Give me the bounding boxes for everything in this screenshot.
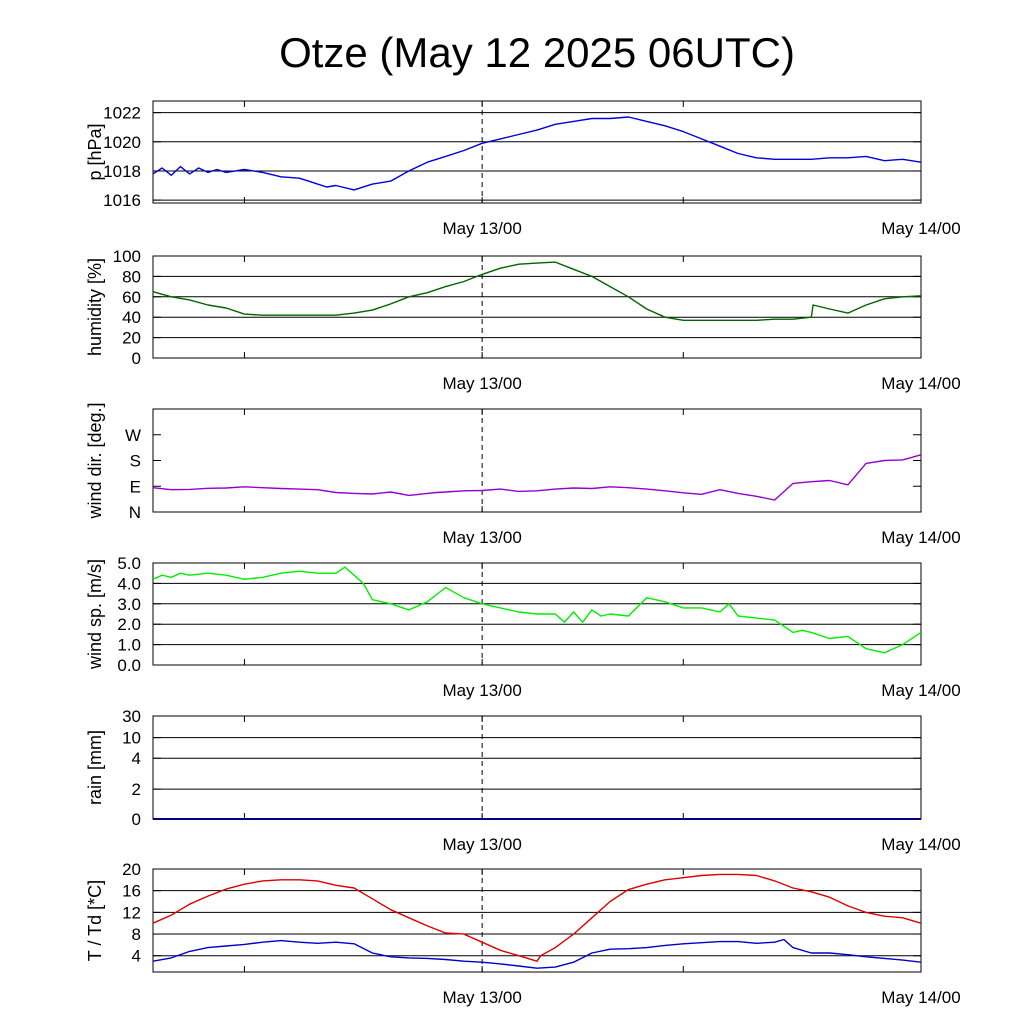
- panel-pressure: 1016 1018 1020 1022 May 13/00 May 14/00 p [hPa…: [85, 100, 961, 238]
- x-tick-label: May 13/00: [442, 835, 521, 854]
- x-tick-label: May 13/00: [442, 219, 521, 238]
- x-tick-label: May 14/00: [881, 681, 960, 700]
- series-line-t: [152, 873, 922, 962]
- y-tick-label: 40: [122, 308, 141, 327]
- y-tick-label: 100: [113, 247, 141, 266]
- series-line: [152, 566, 922, 654]
- y-tick-label: 30: [122, 707, 141, 726]
- y-tick-label: 1020: [103, 133, 141, 152]
- plot-frame: [152, 255, 922, 359]
- x-tick-label: May 13/00: [442, 528, 521, 547]
- y-tick-label: 0: [132, 349, 141, 368]
- y-tick-label: 12: [122, 903, 141, 922]
- y-tick-label: W: [125, 426, 141, 445]
- y-tick-label: 4: [132, 947, 141, 966]
- plot-frame: [152, 715, 922, 820]
- x-tick-label: May 13/00: [442, 374, 521, 393]
- y-tick-label: 0.0: [117, 656, 141, 675]
- y-tick-label: 2.0: [117, 615, 141, 634]
- x-tick-label: May 13/00: [442, 681, 521, 700]
- y-axis-label: rain [mm]: [85, 730, 105, 805]
- y-tick-label: 20: [122, 329, 141, 348]
- panel-temperature: 4 8 12 16 20 May 13/00 May 14/00 T / Td [*C]: [85, 860, 961, 1007]
- x-tick-label: May 14/00: [881, 219, 960, 238]
- y-axis-label: wind sp. [m/s]: [85, 559, 105, 670]
- y-tick-label: E: [130, 477, 141, 496]
- x-tick-label: May 14/00: [881, 835, 960, 854]
- y-tick-label: 10: [122, 729, 141, 748]
- x-tick-label: May 14/00: [881, 528, 960, 547]
- y-tick-label: 80: [122, 267, 141, 286]
- x-tick-label: May 14/00: [881, 374, 960, 393]
- plot-frame: [152, 562, 922, 666]
- plot-frame: [152, 868, 922, 973]
- y-tick-label: 8: [132, 925, 141, 944]
- y-tick-label: 4.0: [117, 574, 141, 593]
- y-axis-label: T / Td [*C]: [85, 880, 105, 961]
- series-line: [152, 261, 922, 321]
- y-tick-label: 60: [122, 288, 141, 307]
- y-tick-label: S: [130, 452, 141, 471]
- y-axis-label: wind dir. [deg.]: [85, 402, 105, 519]
- plot-frame: [152, 408, 922, 513]
- series-line: [152, 116, 922, 191]
- y-tick-label: 2: [132, 780, 141, 799]
- y-tick-label: 1022: [103, 104, 141, 123]
- y-axis-label: p [hPa]: [85, 123, 105, 180]
- x-tick-label: May 14/00: [881, 988, 960, 1007]
- y-axis-label: humidity [%]: [85, 258, 105, 356]
- y-tick-label: 4: [132, 749, 141, 768]
- y-tick-label: 1016: [103, 191, 141, 210]
- y-tick-label: 3.0: [117, 595, 141, 614]
- plot-frame: [152, 100, 922, 204]
- y-tick-label: 20: [122, 860, 141, 879]
- panel-rain: 0 2 410 30 May 13/00 May 14/00 rain [mm]: [85, 707, 961, 854]
- panel-wind-speed: 0.01.0 2.03.0 4.05.0 May 13/00 May 14/00 wind…: [85, 554, 961, 700]
- chart-title: Otze (May 12 2025 06UTC): [279, 29, 795, 76]
- series-line: [152, 454, 922, 501]
- y-tick-label: 1018: [103, 162, 141, 181]
- series-line-td: [152, 938, 922, 969]
- y-tick-label: 1.0: [117, 636, 141, 655]
- x-tick-label: May 13/00: [442, 988, 521, 1007]
- y-tick-label: 16: [122, 882, 141, 901]
- y-tick-label: 5.0: [117, 554, 141, 573]
- y-tick-label: N: [129, 503, 141, 522]
- y-tick-label: 0: [132, 810, 141, 829]
